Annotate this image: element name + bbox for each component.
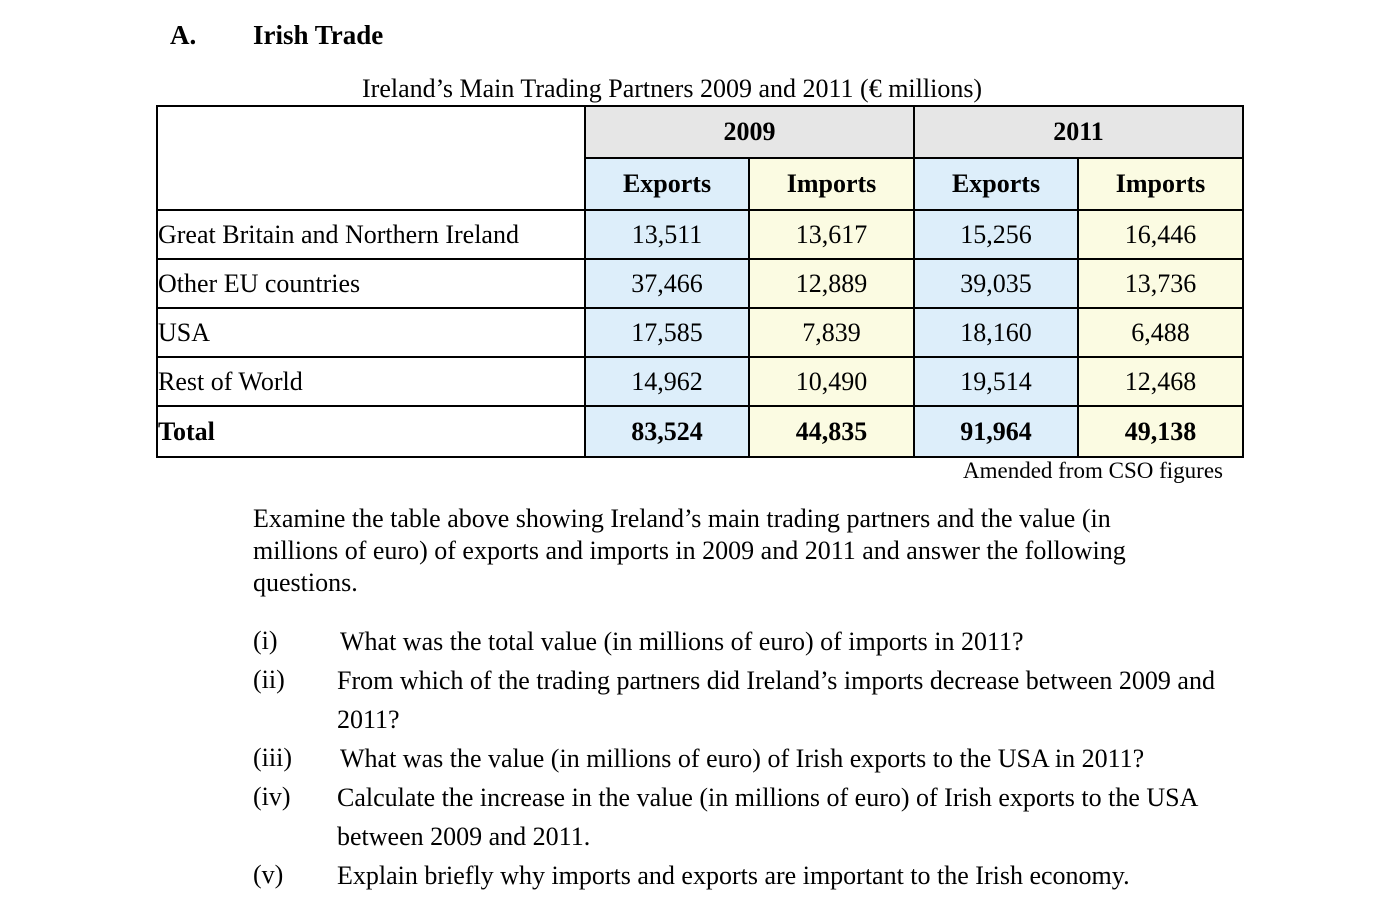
cell-exports-2009: 14,962 <box>584 356 750 407</box>
question-text: From which of the trading partners did I… <box>337 666 1215 734</box>
question-number: (ii) <box>253 665 285 694</box>
year-header-2011: 2011 <box>912 105 1245 159</box>
cell-exports-2011: 15,256 <box>913 209 1079 260</box>
section-letter: A. <box>170 20 197 50</box>
subheader-imports-2009: Imports <box>748 157 915 211</box>
row-label: Other EU countries <box>156 258 586 309</box>
total-imports-2009: 44,835 <box>748 405 915 458</box>
table-corner-cell <box>156 105 586 211</box>
cell-exports-2009: 17,585 <box>584 307 750 358</box>
question-text: Explain briefly why imports and exports … <box>337 861 1130 890</box>
question-number: (v) <box>253 860 284 889</box>
cell-imports-2011: 6,488 <box>1076 307 1245 358</box>
cell-imports-2009: 12,889 <box>748 258 915 309</box>
cell-exports-2011: 39,035 <box>913 258 1079 309</box>
cell-exports-2011: 18,160 <box>913 307 1079 358</box>
subheader-imports-2011: Imports <box>1076 157 1245 211</box>
question-number: (iii) <box>253 743 292 772</box>
question-number: (iv) <box>253 782 291 811</box>
table-caption: Ireland’s Main Trading Partners 2009 and… <box>362 74 983 103</box>
trading-partners-table: 2009 2011 Exports Imports Exports Import… <box>156 105 1245 458</box>
subheader-row: Exports Imports Exports Imports <box>157 157 1245 211</box>
total-exports-2009: 83,524 <box>584 405 750 458</box>
cell-imports-2011: 12,468 <box>1076 356 1245 407</box>
row-label: USA <box>156 307 586 358</box>
cell-imports-2011: 16,446 <box>1076 209 1245 260</box>
cell-exports-2011: 19,514 <box>913 356 1079 407</box>
question-number: (i) <box>253 626 278 655</box>
subheader-exports-2011: Exports <box>913 157 1079 211</box>
year-header-2009: 2009 <box>584 105 915 159</box>
table-row: Rest of World 14,962 10,490 19,514 12,46… <box>156 356 1245 407</box>
table-row: Other EU countries 37,466 12,889 39,035 … <box>156 258 1245 309</box>
question-text: What was the total value (in millions of… <box>340 627 1024 656</box>
cell-imports-2009: 7,839 <box>748 307 915 358</box>
year-header-row: 2009 2011 <box>156 105 1245 211</box>
cell-exports-2009: 37,466 <box>584 258 750 309</box>
table-row: Great Britain and Northern Ireland 13,51… <box>156 209 1245 260</box>
subheader-exports-2009: Exports <box>584 157 750 211</box>
table-row: USA 17,585 7,839 18,160 6,488 <box>156 307 1245 358</box>
total-exports-2011: 91,964 <box>913 405 1079 458</box>
total-row: Total 83,524 44,835 91,964 49,138 <box>156 405 1245 458</box>
cell-imports-2009: 13,617 <box>748 209 915 260</box>
total-label: Total <box>156 405 586 458</box>
question-text: What was the value (in millions of euro)… <box>340 744 1145 773</box>
row-label: Rest of World <box>156 356 586 407</box>
question-text: Calculate the increase in the value (in … <box>337 783 1197 851</box>
source-note: Amended from CSO figures <box>963 458 1223 483</box>
cell-exports-2009: 13,511 <box>584 209 750 260</box>
cell-imports-2011: 13,736 <box>1076 258 1245 309</box>
section-title: Irish Trade <box>253 20 384 50</box>
total-imports-2011: 49,138 <box>1076 405 1245 458</box>
row-label: Great Britain and Northern Ireland <box>156 209 586 260</box>
intro-paragraph: Examine the table above showing Ireland’… <box>253 504 1126 597</box>
cell-imports-2009: 10,490 <box>748 356 915 407</box>
